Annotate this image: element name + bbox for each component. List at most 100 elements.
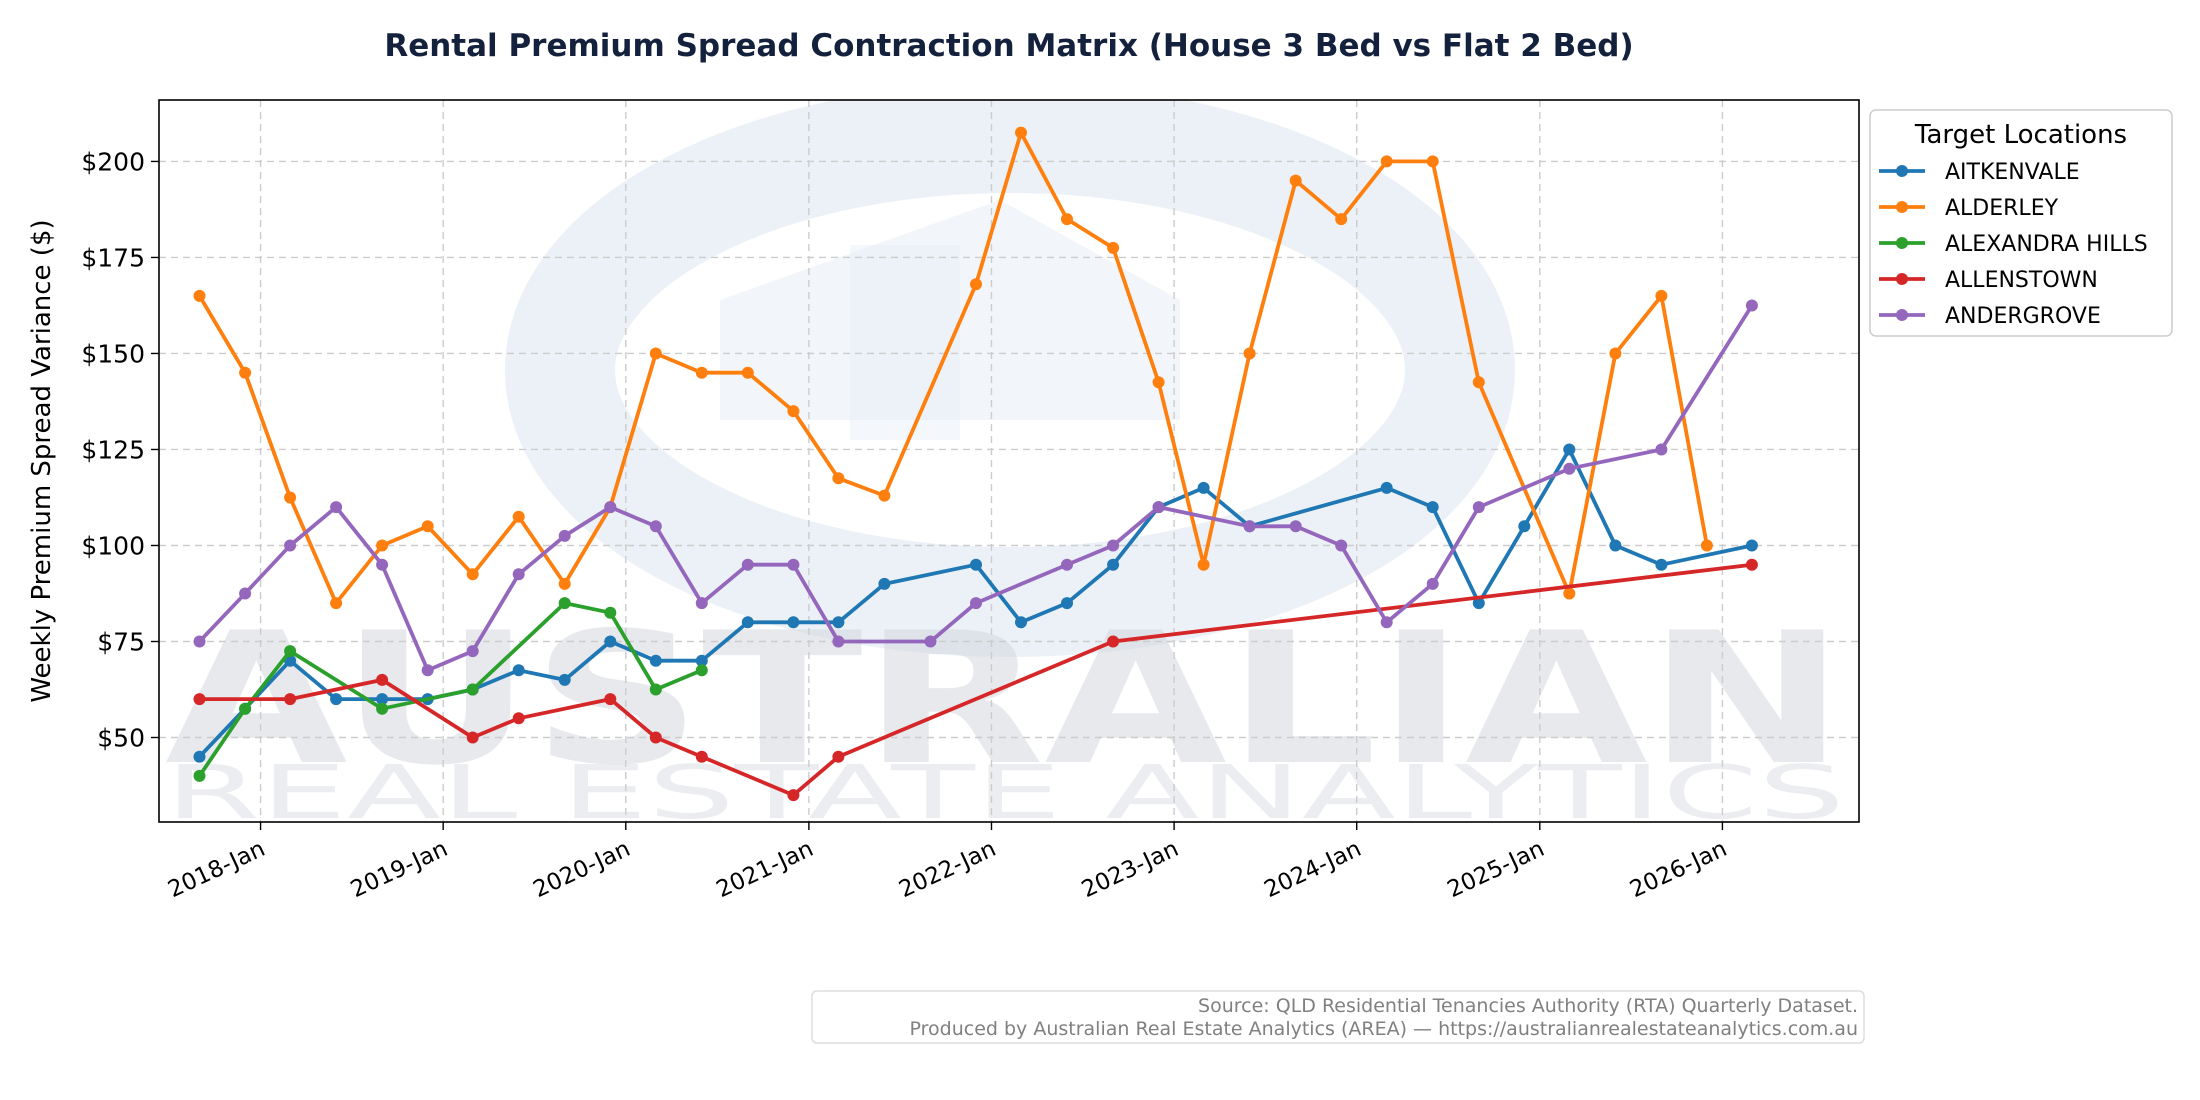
watermark-logo: AUSTRALIAN REAL ESTATE ANALYTICS: [165, 100, 1845, 836]
data-point-aitkenvale: [741, 616, 754, 629]
data-point-aitkenvale: [376, 693, 389, 706]
data-point-allenstown: [832, 750, 845, 763]
data-point-aitkenvale: [787, 616, 800, 629]
data-point-alderley: [1197, 558, 1210, 571]
data-point-andergrove: [1563, 462, 1576, 475]
y-tick-label: $175: [81, 243, 145, 272]
data-point-alderley: [193, 289, 206, 302]
y-tick-label: $100: [81, 531, 145, 560]
data-point-allenstown: [376, 673, 389, 686]
source-line-2: Produced by Australian Real Estate Analy…: [910, 1018, 1858, 1040]
y-axis: $50 $75 $100 $125 $150 $175 $200: [81, 147, 159, 753]
legend-item-aitkenvale: AITKENVALE: [1879, 160, 2080, 185]
legend-label: ALEXANDRA HILLS: [1945, 232, 2148, 257]
data-point-andergrove: [512, 568, 525, 581]
data-point-aitkenvale: [649, 654, 662, 667]
data-point-aitkenvale: [878, 577, 891, 590]
y-tick-label: $50: [97, 724, 145, 753]
data-point-aitkenvale: [1745, 539, 1758, 552]
legend-item-alexandra-hills: ALEXANDRA HILLS: [1879, 232, 2148, 257]
data-point-alderley: [1289, 174, 1302, 187]
x-tick-label: 2018-Jan: [164, 836, 269, 903]
series-line-allenstown: [197, 562, 1754, 797]
data-point-alderley: [1655, 289, 1668, 302]
data-point-aitkenvale: [1197, 481, 1210, 494]
data-point-alderley: [970, 278, 982, 291]
data-point-alderley: [1061, 213, 1073, 226]
data-point-alderley: [1609, 347, 1622, 360]
data-point-andergrove: [1061, 558, 1073, 571]
data-point-alderley: [1472, 376, 1485, 389]
legend-title: Target Locations: [1914, 120, 2127, 150]
data-point-andergrove: [558, 529, 571, 542]
data-point-aitkenvale: [1472, 597, 1485, 610]
data-point-alexandra-hills: [376, 702, 389, 715]
data-point-andergrove: [832, 635, 845, 648]
data-point-alderley: [649, 347, 662, 360]
legend-label: AITKENVALE: [1945, 160, 2080, 185]
data-point-alexandra-hills: [284, 645, 297, 658]
data-point-andergrove: [787, 558, 800, 571]
x-tick-label: 2021-Jan: [713, 836, 818, 903]
data-point-alexandra-hills: [649, 683, 662, 696]
data-point-aitkenvale: [1655, 558, 1668, 571]
x-axis: 2018-Jan 2019-Jan 2020-Jan 2021-Jan 2022-Jan…: [164, 822, 1731, 903]
watermark-building-icon: [850, 245, 960, 440]
data-point-alexandra-hills: [193, 769, 206, 782]
data-point-aitkenvale: [604, 635, 617, 648]
data-point-aitkenvale: [512, 664, 525, 677]
data-point-aitkenvale: [1518, 520, 1531, 533]
data-point-andergrove: [193, 635, 206, 648]
data-point-andergrove: [421, 664, 434, 677]
data-point-aitkenvale: [558, 673, 571, 686]
data-point-aitkenvale: [970, 558, 982, 571]
legend-swatch-marker: [1896, 201, 1908, 213]
grid: [159, 100, 1859, 822]
data-point-andergrove: [1745, 299, 1758, 312]
data-point-andergrove: [649, 520, 662, 533]
watermark-line2: REAL ESTATE ANALYTICS: [165, 750, 1845, 836]
data-point-andergrove: [284, 539, 297, 552]
data-point-alderley: [512, 510, 525, 523]
data-point-alderley: [1700, 539, 1713, 552]
data-point-alderley: [741, 366, 754, 379]
data-point-allenstown: [1745, 558, 1758, 571]
legend-box: [1869, 109, 2173, 337]
data-point-alderley: [787, 405, 800, 418]
data-point-andergrove: [466, 645, 479, 658]
data-point-alderley: [1380, 155, 1393, 168]
data-point-alderley: [878, 489, 891, 502]
data-point-alderley: [1335, 213, 1348, 226]
data-point-andergrove: [1335, 539, 1348, 552]
x-tick-label: 2023-Jan: [1078, 836, 1183, 903]
data-point-aitkenvale: [1563, 443, 1576, 456]
legend-item-allenstown: ALLENSTOWN: [1879, 268, 2098, 293]
data-point-allenstown: [512, 712, 525, 725]
data-point-alderley: [558, 577, 571, 590]
legend-swatch-marker: [1896, 309, 1908, 321]
series-layer: [193, 126, 1758, 802]
data-point-allenstown: [787, 789, 800, 802]
data-point-allenstown: [284, 693, 297, 706]
y-tick-label: $200: [81, 147, 145, 176]
legend-label: ALLENSTOWN: [1945, 268, 2098, 293]
data-point-alexandra-hills: [239, 702, 252, 715]
source-line-1: Source: QLD Residential Tenancies Author…: [1198, 995, 1858, 1017]
watermark-line1: AUSTRALIAN: [165, 593, 1845, 805]
data-point-andergrove: [1243, 520, 1256, 533]
data-point-andergrove: [1426, 577, 1439, 590]
legend-item-andergrove: ANDERGROVE: [1879, 304, 2101, 329]
plot-frame: [158, 99, 1860, 823]
y-tick-label: $125: [81, 435, 145, 464]
series-alexandra-hills: [193, 597, 708, 782]
chart-title: Rental Premium Spread Contraction Matrix…: [384, 28, 1633, 64]
data-point-alderley: [239, 366, 252, 379]
legend-label: ANDERGROVE: [1945, 304, 2101, 329]
data-point-aitkenvale: [330, 693, 343, 706]
data-point-allenstown: [466, 731, 479, 744]
x-tick-label: 2019-Jan: [347, 836, 452, 903]
data-point-andergrove: [1472, 501, 1485, 514]
data-point-aitkenvale: [1107, 558, 1120, 571]
data-point-alderley: [466, 568, 479, 581]
data-point-andergrove: [1107, 539, 1120, 552]
